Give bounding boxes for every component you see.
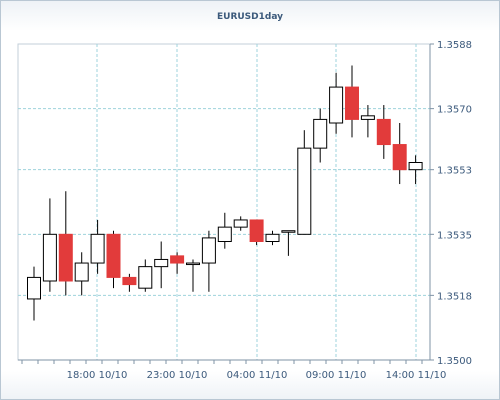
y-tick-label: 1.3570 (437, 105, 472, 116)
candle-body-down (345, 86, 359, 120)
candle-body-up (297, 147, 312, 235)
candle-body-up (217, 226, 232, 243)
candle-body-up (74, 262, 89, 282)
candle-body-down (106, 233, 121, 278)
candle-body-down (249, 219, 264, 242)
candle-body-down (122, 276, 137, 286)
candle-body-up (408, 162, 423, 171)
candle-body-up (233, 219, 248, 228)
candle-body-up (138, 266, 153, 289)
candle-body-up (329, 86, 344, 124)
candle-body-up (313, 118, 328, 149)
y-tick-label: 1.3500 (437, 356, 472, 367)
y-tick-label: 1.3588 (437, 40, 472, 51)
x-tick-label: 18:00 10/10 (67, 370, 128, 381)
candle-body-up (201, 237, 216, 264)
x-tick-label: 09:00 11/10 (306, 370, 367, 381)
axes: 1.3588 1.3570 1.3553 1.3535 1.3518 1.3500 18:0… (18, 40, 472, 381)
candle-body-down (392, 144, 407, 171)
candles (27, 65, 423, 321)
candle-body-up (42, 233, 57, 282)
candle-body-up (281, 230, 296, 233)
x-tick-label: 14:00 11/10 (386, 370, 447, 381)
candle-body-up (265, 233, 280, 242)
y-tick-label: 1.3535 (437, 230, 472, 241)
plot-area (17, 43, 431, 361)
candle-body-down (58, 233, 73, 282)
candle-body-up (154, 258, 169, 268)
candle-body-up (90, 233, 105, 264)
candle-body-down (376, 118, 391, 146)
x-tick-label: 23:00 10/10 (147, 370, 208, 381)
chart-title: EURUSD1day (216, 12, 283, 22)
x-tick-label: 04:00 11/10 (227, 370, 288, 381)
y-tick-label: 1.3553 (437, 166, 472, 177)
candle-body-up (186, 262, 200, 266)
candle-body-up (27, 276, 41, 300)
y-tick-label: 1.3518 (437, 291, 472, 302)
candle-body-up (360, 115, 375, 120)
candle-body-down (170, 255, 185, 264)
